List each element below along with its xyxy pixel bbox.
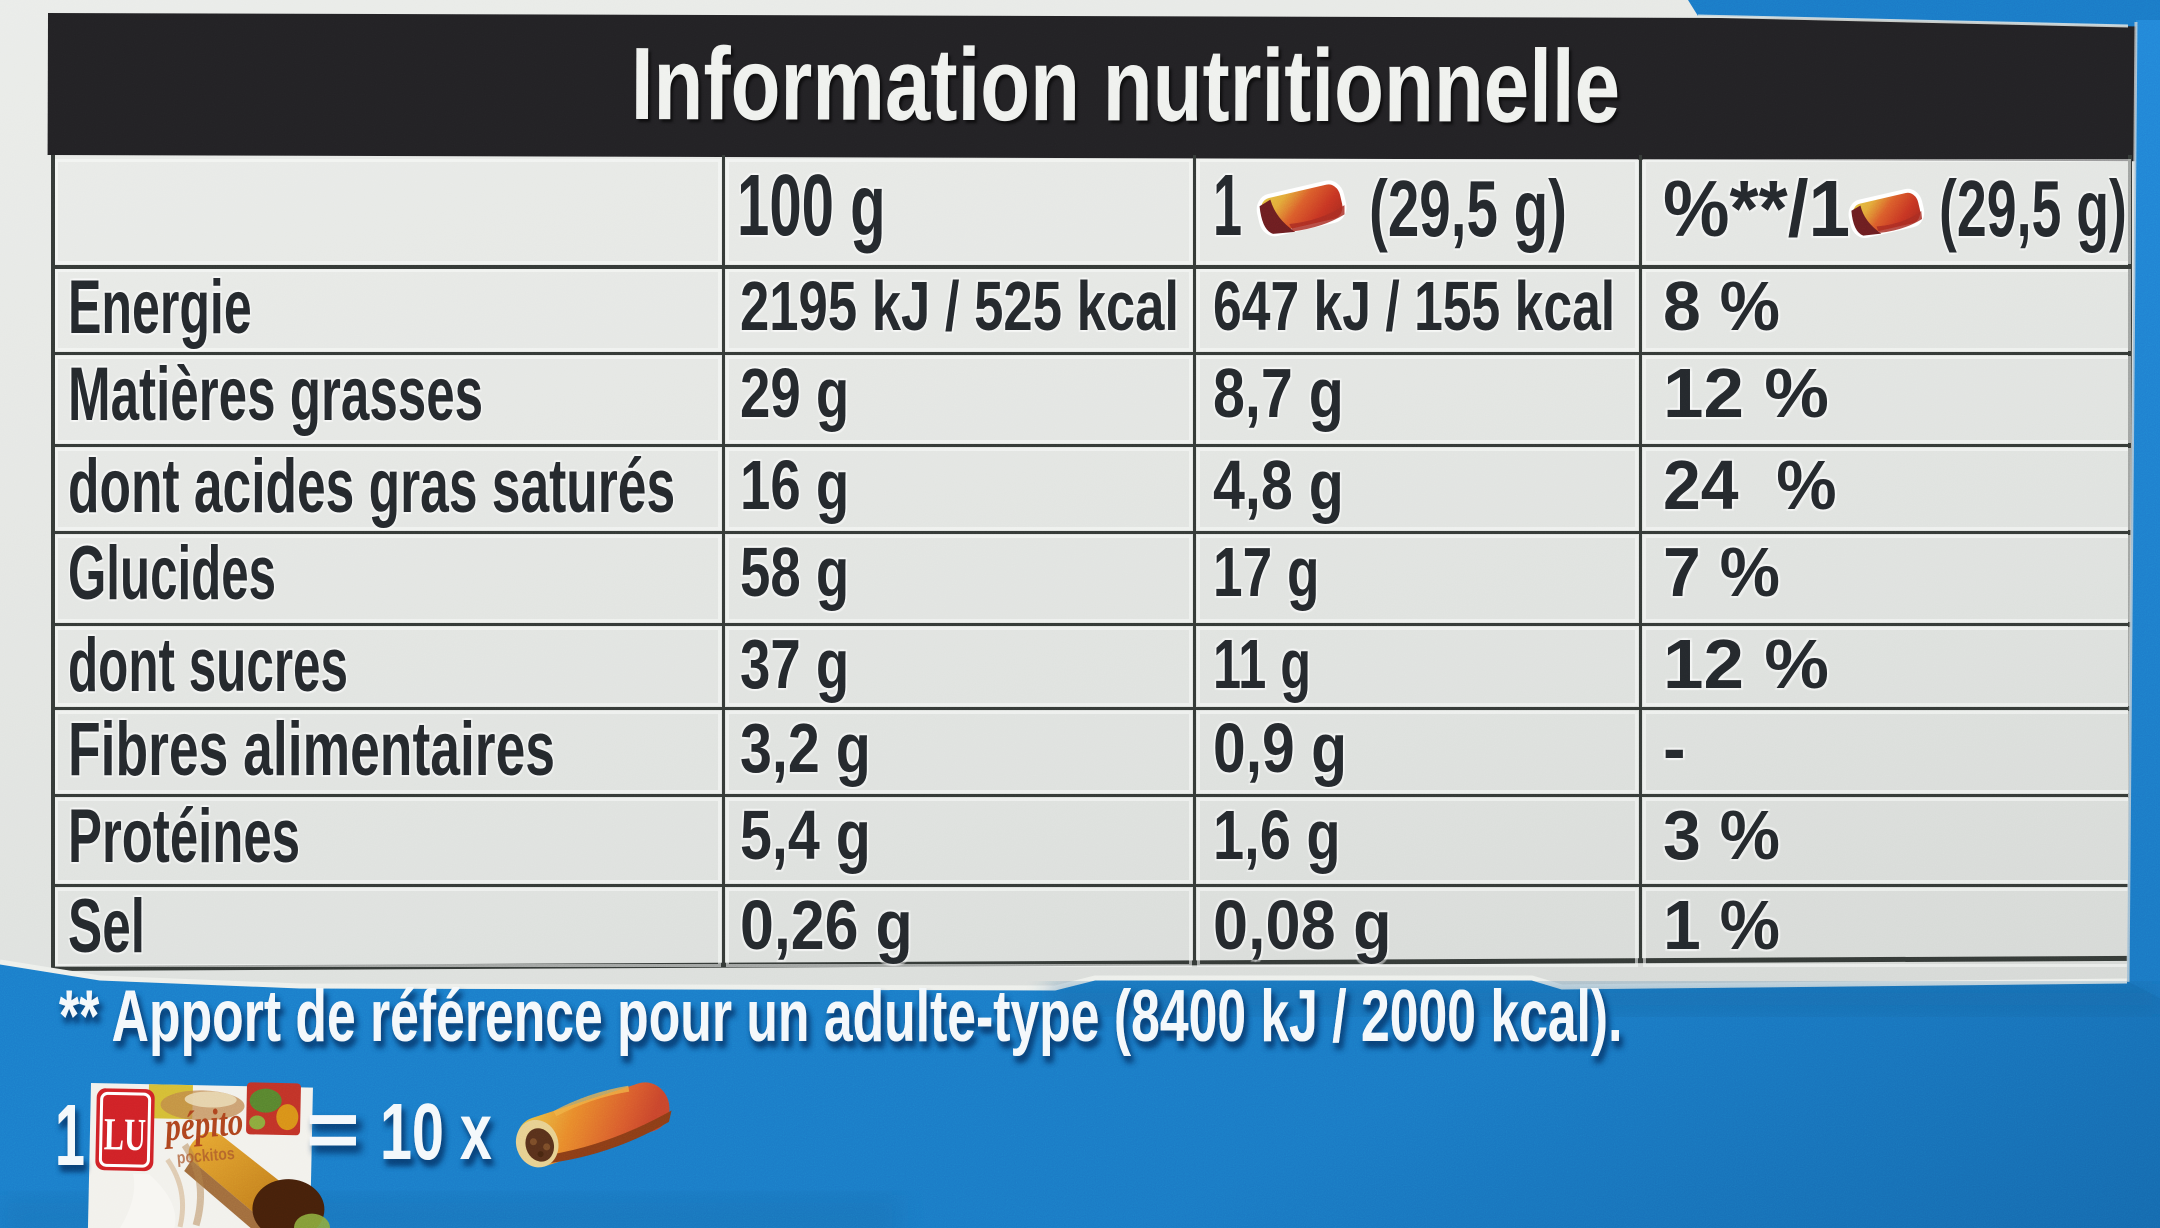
svg-text:LU: LU (103, 1108, 146, 1160)
svg-text:pépito: pépito (161, 1098, 245, 1150)
